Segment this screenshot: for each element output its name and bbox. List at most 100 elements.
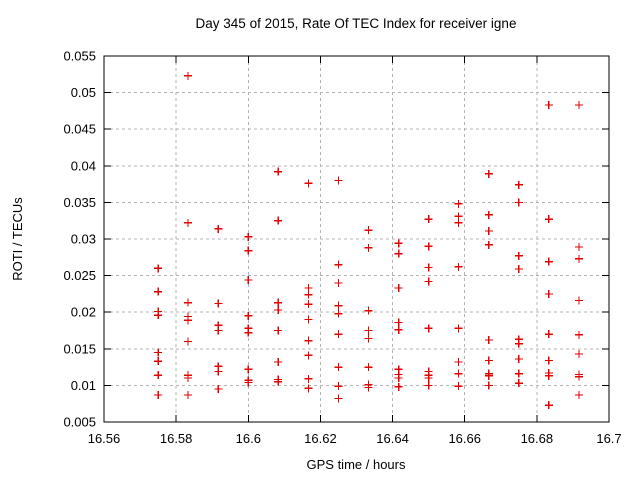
- data-point-marker: [274, 167, 283, 176]
- data-point-marker: [454, 369, 463, 378]
- data-point-marker: [244, 246, 253, 255]
- data-point-marker: [484, 336, 493, 345]
- data-point-marker: [514, 180, 523, 189]
- chart-title: Day 345 of 2015, Rate Of TEC Index for r…: [196, 16, 517, 31]
- data-point-marker: [334, 301, 343, 310]
- data-point-marker: [274, 298, 283, 307]
- data-point-marker: [154, 371, 163, 380]
- data-point-marker: [424, 277, 433, 286]
- data-point-marker: [544, 401, 553, 410]
- y-tick-label: 0.015: [63, 341, 96, 356]
- data-point-marker: [484, 210, 493, 219]
- data-point-marker: [544, 257, 553, 266]
- data-point-marker: [544, 330, 553, 339]
- data-point-marker: [154, 287, 163, 296]
- y-tick-label: 0.045: [63, 122, 96, 137]
- data-point-marker: [424, 242, 433, 251]
- data-point-marker: [484, 371, 493, 380]
- data-point-marker: [304, 290, 313, 299]
- data-point-marker: [364, 383, 373, 392]
- y-tick-label: 0.01: [71, 378, 96, 393]
- y-tick-label: 0.03: [71, 232, 96, 247]
- data-point-marker: [575, 254, 584, 263]
- data-point-marker: [334, 278, 343, 287]
- data-point-marker: [424, 215, 433, 224]
- data-point-marker: [184, 218, 193, 227]
- data-point-marker: [514, 265, 523, 274]
- data-points: [154, 71, 584, 410]
- data-point-marker: [304, 179, 313, 188]
- data-point-marker: [394, 239, 403, 248]
- data-point-marker: [544, 371, 553, 380]
- data-point-marker: [154, 390, 163, 399]
- x-tick-label: 16.58: [160, 431, 193, 446]
- data-point-marker: [364, 306, 373, 315]
- data-point-marker: [424, 381, 433, 390]
- data-point-marker: [244, 378, 253, 387]
- data-point-marker: [304, 384, 313, 393]
- data-point-marker: [214, 299, 223, 308]
- x-tick-label: 16.7: [596, 431, 621, 446]
- data-point-marker: [334, 260, 343, 269]
- data-point-marker: [304, 315, 313, 324]
- data-point-marker: [454, 199, 463, 208]
- data-point-marker: [184, 298, 193, 307]
- data-point-marker: [304, 336, 313, 345]
- data-point-marker: [484, 169, 493, 178]
- x-axis-label: GPS time / hours: [307, 457, 406, 472]
- data-point-marker: [394, 318, 403, 327]
- data-point-marker: [484, 240, 493, 249]
- data-point-marker: [394, 284, 403, 293]
- data-point-marker: [364, 326, 373, 335]
- y-tick-label: 0.055: [63, 49, 96, 64]
- x-tick-label: 16.68: [521, 431, 554, 446]
- data-point-marker: [484, 356, 493, 365]
- axis-ticks: [103, 55, 610, 423]
- y-tick-labels: 0.005 0.01 0.015 0.02 0.025 0.03 0.035 0.04 0.04…: [63, 49, 96, 430]
- data-point-marker: [454, 382, 463, 391]
- data-point-marker: [454, 324, 463, 333]
- y-tick-label: 0.005: [63, 415, 96, 430]
- data-point-marker: [184, 374, 193, 383]
- data-point-marker: [244, 328, 253, 337]
- data-point-marker: [214, 385, 223, 394]
- data-point-marker: [184, 71, 193, 80]
- data-point-marker: [364, 334, 373, 343]
- data-point-marker: [575, 390, 584, 399]
- data-point-marker: [244, 275, 253, 284]
- data-point-marker: [514, 355, 523, 364]
- data-point-marker: [274, 377, 283, 386]
- grid: [103, 55, 610, 423]
- data-point-marker: [394, 382, 403, 391]
- x-tick-label: 16.62: [304, 431, 337, 446]
- data-point-marker: [214, 326, 223, 335]
- data-point-marker: [274, 357, 283, 366]
- data-point-marker: [575, 372, 584, 381]
- x-tick-label: 16.66: [448, 431, 481, 446]
- data-point-marker: [184, 316, 193, 325]
- data-point-marker: [214, 224, 223, 233]
- data-point-marker: [214, 367, 223, 376]
- data-point-marker: [454, 262, 463, 271]
- data-point-marker: [575, 296, 584, 305]
- data-point-marker: [274, 326, 283, 335]
- data-point-marker: [364, 363, 373, 372]
- data-point-marker: [575, 349, 584, 358]
- data-point-marker: [154, 348, 163, 357]
- data-point-marker: [424, 263, 433, 272]
- data-point-marker: [244, 311, 253, 320]
- data-point-marker: [514, 339, 523, 348]
- data-point-marker: [575, 330, 584, 339]
- data-point-marker: [394, 325, 403, 334]
- data-point-marker: [484, 381, 493, 390]
- data-point-marker: [154, 311, 163, 320]
- data-point-marker: [514, 369, 523, 378]
- data-point-marker: [334, 382, 343, 391]
- data-point-marker: [334, 176, 343, 185]
- y-tick-label: 0.02: [71, 305, 96, 320]
- data-point-marker: [514, 251, 523, 260]
- data-point-marker: [484, 226, 493, 235]
- x-tick-labels: 16.56 16.58 16.6 16.62 16.64 16.66 16.68 16.7: [88, 431, 622, 446]
